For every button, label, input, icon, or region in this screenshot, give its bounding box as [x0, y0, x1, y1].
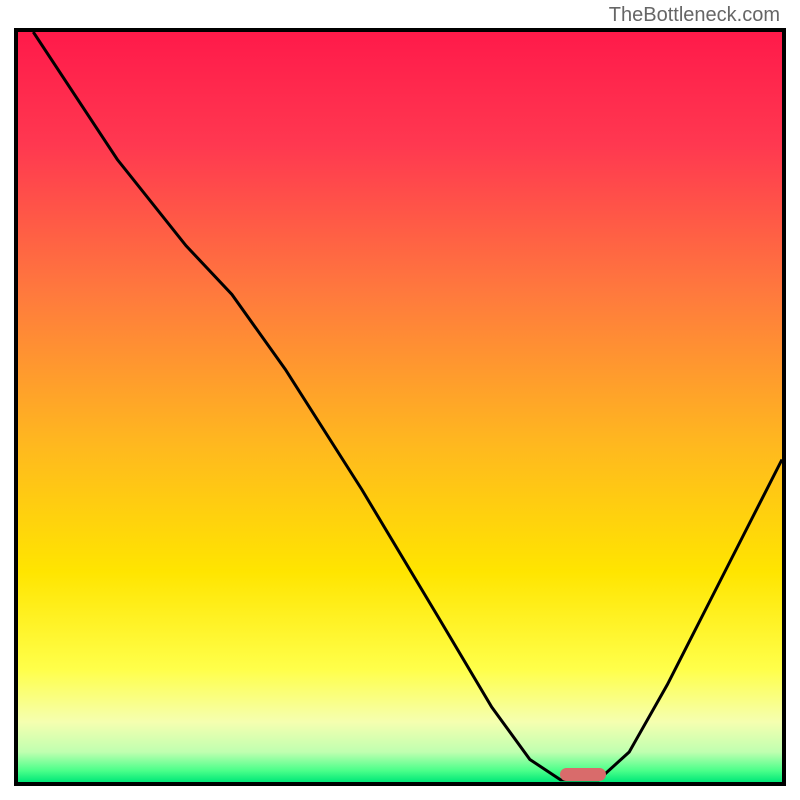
bottleneck-curve — [18, 32, 782, 782]
watermark-text: TheBottleneck.com — [609, 4, 780, 27]
bottleneck-chart — [14, 28, 786, 786]
optimal-marker — [560, 768, 606, 782]
plot-area — [14, 28, 786, 786]
